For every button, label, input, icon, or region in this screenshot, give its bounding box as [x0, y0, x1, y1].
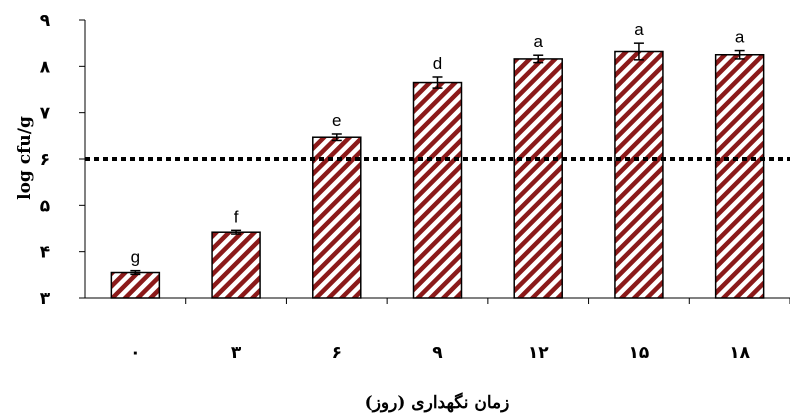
- significance-letter: e: [332, 111, 341, 130]
- significance-letter: a: [634, 20, 644, 39]
- significance-letter: a: [533, 32, 543, 51]
- x-tick-label: ۱۲: [528, 343, 549, 363]
- significance-letter: f: [234, 207, 239, 226]
- bar: [211, 231, 261, 299]
- significance-letter: g: [131, 248, 140, 267]
- bar: [614, 50, 664, 299]
- x-tick-label: ۱۵: [629, 343, 650, 363]
- labels-group: g ۰ f ۳ e ۶ d ۹ a ۱۲ a ۱۵ a ۱۸ ۳ ۴ ۵ ۶ ۷ ۸ ۹: [40, 11, 751, 363]
- axes-group: [79, 19, 790, 304]
- x-tick-label: ۰: [130, 343, 140, 363]
- x-tick-label: ۳: [231, 343, 242, 363]
- plot-area: g ۰ f ۳ e ۶ d ۹ a ۱۲ a ۱۵ a ۱۸ ۳ ۴ ۵ ۶ ۷ ۸ ۹: [40, 11, 790, 363]
- x-tick-label: ۱۸: [729, 343, 750, 363]
- bar: [312, 136, 362, 299]
- bar: [714, 54, 765, 299]
- y-axis-title: log cfu/g: [15, 116, 35, 200]
- bar: [412, 81, 463, 299]
- x-axis-title: زمان نگهداری (روز): [365, 392, 510, 413]
- significance-letter: a: [735, 28, 745, 47]
- y-tick-label: ۷: [40, 104, 51, 124]
- bar: [110, 271, 161, 299]
- y-tick-label: ۸: [40, 57, 51, 77]
- y-tick-label: ۹: [40, 11, 51, 31]
- significance-letter: d: [433, 54, 442, 73]
- y-tick-label: ۳: [40, 289, 51, 309]
- bars-group: [110, 42, 765, 299]
- y-tick-label: ۵: [40, 196, 50, 216]
- y-tick-label: ۴: [40, 243, 50, 263]
- x-tick-label: ۹: [432, 343, 443, 363]
- x-tick-label: ۶: [332, 343, 342, 363]
- bar: [513, 58, 563, 299]
- y-tick-label: ۶: [40, 150, 50, 170]
